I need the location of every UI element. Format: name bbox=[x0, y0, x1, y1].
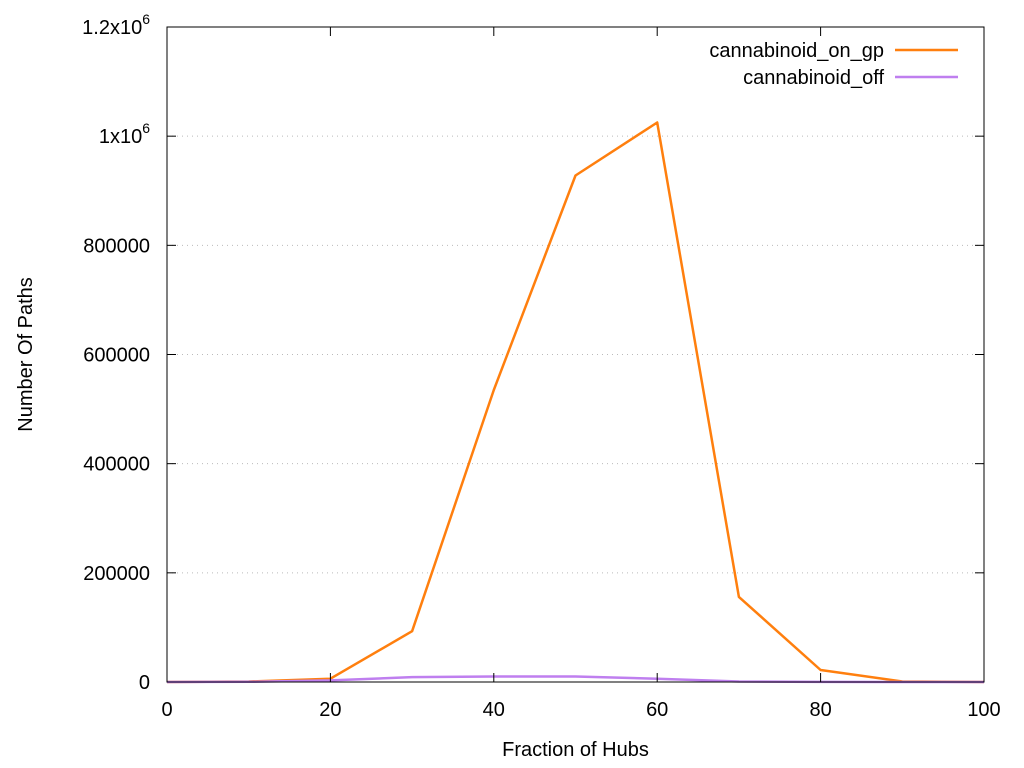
x-tick-labels: 0 20 40 60 80 100 bbox=[161, 699, 1000, 721]
y-tick-labels: 0 200000 400000 600000 800000 1x106 1.2x106 bbox=[82, 11, 150, 694]
y-tick-label: 0 bbox=[139, 672, 150, 694]
x-tick-label: 0 bbox=[161, 699, 172, 721]
y-tick-label: 600000 bbox=[83, 345, 150, 367]
x-axis-title: Fraction of Hubs bbox=[502, 739, 649, 761]
x-tick-label: 100 bbox=[967, 699, 1000, 721]
y-tick-label: 800000 bbox=[83, 235, 150, 257]
series-lines bbox=[166, 121, 985, 684]
y-axis-title: Number Of Paths bbox=[15, 277, 37, 432]
legend-label: cannabinoid_on_gp bbox=[709, 40, 884, 62]
y-tick-label: 200000 bbox=[83, 563, 150, 585]
x-tick-label: 20 bbox=[319, 699, 341, 721]
x-tick-label: 80 bbox=[809, 699, 831, 721]
series-line-cannabinoid_on_gp bbox=[166, 121, 985, 684]
x-tick-label: 60 bbox=[646, 699, 668, 721]
y-tick-label: 1.2x106 bbox=[82, 11, 150, 39]
y-tick-label: 400000 bbox=[83, 454, 150, 476]
plot-frame bbox=[166, 26, 985, 683]
y-tick-label: 1x106 bbox=[99, 120, 150, 148]
grid-lines bbox=[167, 135, 984, 574]
x-tick-label: 40 bbox=[483, 699, 505, 721]
axis-ticks bbox=[166, 26, 985, 683]
legend: cannabinoid_on_gp cannabinoid_off bbox=[709, 40, 958, 89]
legend-label: cannabinoid_off bbox=[743, 67, 884, 89]
